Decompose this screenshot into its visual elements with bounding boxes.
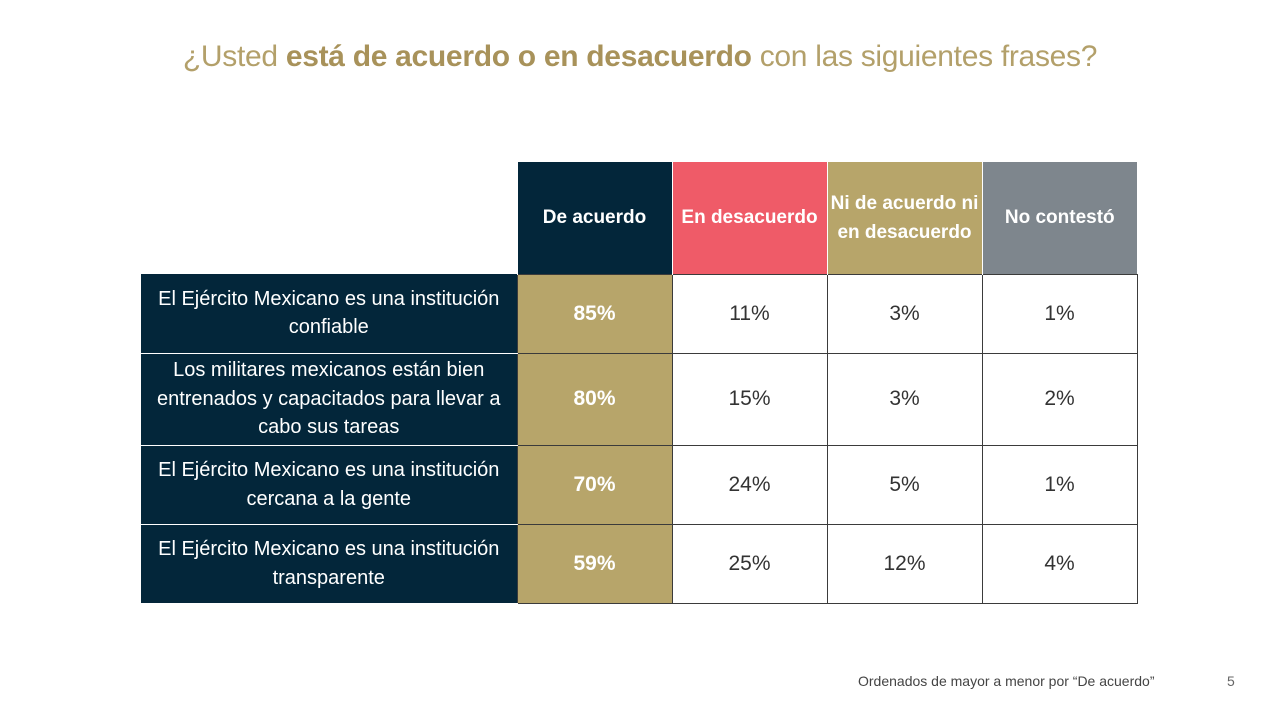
header-ni-de-acuerdo: Ni de acuerdo ni en desacuerdo bbox=[826, 162, 982, 274]
cell-ni-de-acuerdo: 3% bbox=[826, 352, 983, 446]
cell-en-desacuerdo: 25% bbox=[671, 523, 828, 604]
survey-table: De acuerdo En desacuerdo Ni de acuerdo n… bbox=[141, 162, 1138, 604]
cell-en-desacuerdo: 24% bbox=[671, 444, 828, 525]
cell-ni-de-acuerdo: 5% bbox=[826, 444, 983, 525]
cell-de-acuerdo: 59% bbox=[516, 523, 673, 604]
cell-ni-de-acuerdo: 12% bbox=[826, 523, 983, 604]
cell-en-desacuerdo: 11% bbox=[671, 273, 828, 354]
row-label: Los militares mexicanos están bien entre… bbox=[141, 353, 517, 446]
table-row: El Ejército Mexicano es una institución … bbox=[141, 523, 1138, 604]
header-corner bbox=[141, 162, 517, 274]
header-de-acuerdo: De acuerdo bbox=[516, 162, 672, 274]
header-en-desacuerdo: En desacuerdo bbox=[671, 162, 827, 274]
footnote: Ordenados de mayor a menor por “De acuer… bbox=[858, 673, 1155, 689]
cell-no-contesto: 1% bbox=[981, 444, 1138, 525]
page-number: 5 bbox=[1227, 673, 1235, 689]
cell-en-desacuerdo: 15% bbox=[671, 352, 828, 446]
header-row: De acuerdo En desacuerdo Ni de acuerdo n… bbox=[141, 162, 1137, 274]
title-bold: está de acuerdo o en desacuerdo bbox=[285, 40, 752, 73]
table-row: Los militares mexicanos están bien entre… bbox=[141, 352, 1138, 446]
cell-ni-de-acuerdo: 3% bbox=[826, 273, 983, 354]
row-label: El Ejército Mexicano es una institución … bbox=[141, 274, 517, 354]
row-label: El Ejército Mexicano es una institución … bbox=[141, 524, 517, 604]
slide-title: ¿Usted está de acuerdo o en desacuerdo c… bbox=[0, 40, 1280, 74]
cell-de-acuerdo: 70% bbox=[516, 444, 673, 525]
title-suffix: con las siguientes frases? bbox=[751, 40, 1098, 73]
cell-no-contesto: 4% bbox=[981, 523, 1138, 604]
cell-no-contesto: 2% bbox=[981, 352, 1138, 446]
row-label: El Ejército Mexicano es una institución … bbox=[141, 445, 517, 525]
cell-de-acuerdo: 80% bbox=[516, 352, 673, 446]
header-no-contesto: No contestó bbox=[981, 162, 1137, 274]
table-row: El Ejército Mexicano es una institución … bbox=[141, 273, 1138, 354]
cell-de-acuerdo: 85% bbox=[516, 273, 673, 354]
cell-no-contesto: 1% bbox=[981, 273, 1138, 354]
table-row: El Ejército Mexicano es una institución … bbox=[141, 444, 1138, 525]
title-prefix: ¿Usted bbox=[182, 40, 286, 73]
